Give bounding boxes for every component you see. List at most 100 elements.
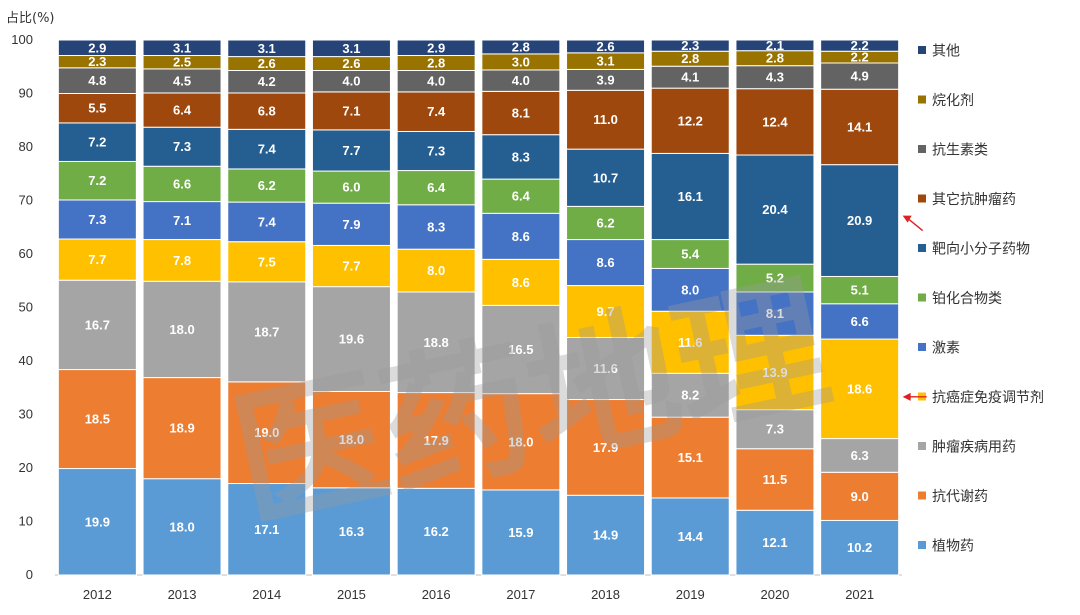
data-label: 17.9 [423, 433, 448, 448]
legend-swatch [918, 293, 926, 302]
bar-segment [142, 201, 222, 241]
data-label: 7.3 [173, 139, 191, 154]
data-label: 12.1 [762, 535, 787, 550]
data-label: 6.4 [512, 189, 531, 204]
annotation-arrow-line [906, 217, 924, 232]
bar-segment [311, 202, 391, 246]
bar-segment [566, 89, 646, 150]
bar-segment [57, 39, 137, 57]
bar-segment [566, 148, 646, 207]
y-tick-label: 60 [19, 246, 33, 261]
x-tick-label: 2016 [422, 587, 451, 602]
data-label: 8.2 [681, 388, 699, 403]
bar-segment [735, 88, 815, 156]
x-tick-label: 2019 [676, 587, 705, 602]
bar-segment [142, 280, 222, 379]
data-label: 6.2 [597, 215, 615, 230]
data-label: 17.9 [593, 440, 618, 455]
y-tick-label: 100 [11, 32, 33, 47]
annotation-arrow-head [902, 392, 911, 401]
data-label: 2.5 [173, 55, 191, 70]
data-label: 8.6 [512, 229, 530, 244]
legend-swatch [918, 194, 926, 203]
data-label: 16.2 [423, 524, 448, 539]
data-label: 7.3 [766, 422, 784, 437]
bar-segment [735, 154, 815, 265]
y-tick-label: 50 [19, 300, 33, 315]
data-label: 12.4 [762, 114, 788, 129]
data-label: 15.9 [508, 525, 533, 540]
data-label: 3.1 [258, 41, 276, 56]
bar-segment [481, 304, 561, 395]
bar-segment [650, 87, 730, 154]
bar-segment [566, 205, 646, 241]
bar-segment [735, 39, 815, 52]
legend-swatch [918, 95, 926, 104]
legend-entry: 其它抗肿瘤药 [932, 191, 1016, 208]
data-label: 2.8 [766, 51, 784, 66]
bar-segment [396, 248, 476, 293]
data-label: 8.0 [427, 263, 445, 278]
legend-swatch [918, 343, 926, 351]
y-tick-label: 70 [19, 193, 33, 208]
data-label: 8.6 [597, 255, 615, 270]
legend-swatch [918, 145, 926, 153]
bar-segment [396, 204, 476, 250]
bar-segment [311, 129, 391, 172]
bar-segment [227, 168, 307, 203]
bar-segment [57, 369, 137, 470]
bar-segment [566, 39, 646, 54]
data-label: 7.2 [88, 173, 106, 188]
data-label: 7.3 [427, 144, 445, 159]
bar-segment [650, 416, 730, 499]
data-label: 11.5 [763, 472, 788, 487]
data-label: 7.2 [88, 135, 106, 150]
data-label: 7.7 [342, 259, 360, 274]
data-label: 6.4 [173, 103, 192, 118]
data-label: 20.4 [762, 202, 788, 217]
data-label: 7.1 [342, 103, 360, 118]
bar-segment [396, 39, 476, 57]
data-label: 4.5 [173, 73, 191, 88]
data-label: 19.9 [85, 514, 110, 529]
data-label: 5.1 [851, 283, 869, 298]
data-label: 2.6 [342, 56, 360, 71]
bar-segment [481, 178, 561, 214]
legend-swatch [918, 491, 926, 500]
data-label: 4.8 [88, 73, 106, 88]
data-label: 8.1 [766, 306, 784, 321]
bar-segment [481, 39, 561, 55]
bar-segment [142, 39, 222, 57]
annotation-arrow-head [902, 215, 912, 223]
data-label: 19.6 [339, 332, 364, 347]
axis-layer: 0 10 20 30 40 50 60 70 80 90 100 2012 2013 2014 2015 20… [11, 32, 902, 602]
bar-segment [650, 39, 730, 52]
bar-segment [57, 279, 137, 371]
bar-segment [396, 392, 476, 489]
legend-entry: 烷化剂 [932, 93, 974, 109]
bar-segment [396, 91, 476, 132]
bar-segment [566, 336, 646, 401]
data-label: 13.9 [762, 365, 787, 380]
bar-segment [396, 170, 476, 206]
data-label: 6.6 [851, 314, 869, 329]
data-label: 7.3 [88, 212, 106, 227]
bar-segment [735, 263, 815, 293]
data-label: 7.8 [173, 253, 191, 268]
data-label: 7.5 [258, 254, 276, 269]
legend-entry: 激素 [932, 340, 960, 357]
bar-segment [820, 39, 900, 52]
bar-segment [311, 39, 391, 58]
bar-segment [650, 152, 730, 241]
legend-swatch [918, 541, 926, 549]
data-label: 2.3 [681, 38, 699, 53]
data-label: 2.2 [851, 50, 869, 65]
data-label: 12.2 [678, 113, 703, 128]
data-label: 15.1 [678, 450, 703, 465]
data-label: 4.3 [766, 70, 784, 85]
y-tick-label: 80 [19, 139, 33, 154]
y-tick-label: 0 [26, 567, 33, 582]
bar-segment [820, 519, 900, 576]
bar-segment [735, 291, 815, 336]
